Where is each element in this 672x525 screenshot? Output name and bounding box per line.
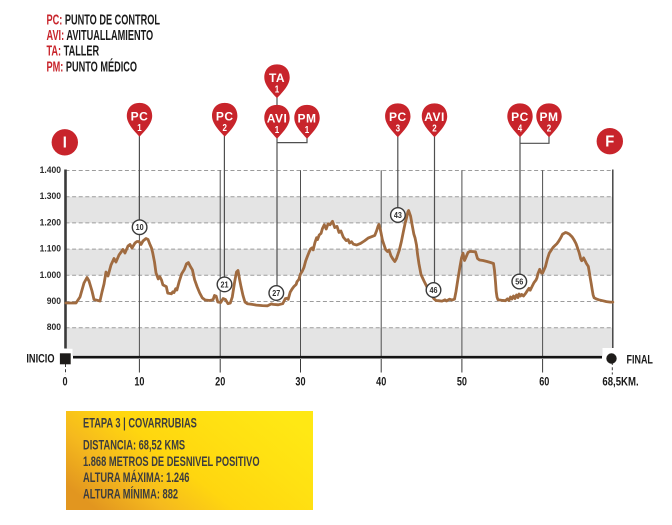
svg-text:PM: PM [540,110,559,124]
svg-text:2: 2 [222,122,226,133]
svg-text:10: 10 [134,375,144,389]
svg-text:AVI: AVI [267,112,288,126]
svg-text:1: 1 [137,122,141,133]
svg-text:1.100: 1.100 [40,243,61,253]
svg-text:2: 2 [432,123,436,134]
svg-text:TA: TALLER: TA: TALLER [47,43,100,60]
svg-text:0: 0 [62,375,67,389]
svg-text:3: 3 [396,123,400,134]
svg-text:56: 56 [515,277,523,286]
svg-text:DISTANCIA: 68,52 KMS: DISTANCIA: 68,52 KMS [83,437,185,453]
svg-text:1.000: 1.000 [40,270,61,280]
svg-text:PM: PM [298,112,317,126]
svg-text:PC: PC [131,110,149,124]
svg-text:FINAL: FINAL [627,353,654,367]
svg-text:50: 50 [457,375,467,389]
svg-text:20: 20 [215,375,225,389]
svg-text:21: 21 [220,280,229,289]
svg-text:900: 900 [47,296,61,306]
svg-text:1.200: 1.200 [40,217,61,227]
svg-text:AVI: AVITUALLAMIENTO: AVI: AVITUALLAMIENTO [47,27,154,44]
svg-text:PC: PC [389,110,407,124]
svg-text:F: F [605,133,614,150]
svg-text:68,5KM.: 68,5KM. [602,376,638,389]
svg-text:1.300: 1.300 [40,191,61,201]
svg-text:1: 1 [305,124,309,135]
svg-text:PC: PC [511,110,529,124]
svg-text:ALTURA MÍNIMA: 882: ALTURA MÍNIMA: 882 [83,484,178,502]
svg-text:ALTURA MÁXIMA: 1.246: ALTURA MÁXIMA: 1.246 [83,468,190,486]
svg-text:1: 1 [275,84,279,95]
svg-text:30: 30 [295,375,305,389]
svg-text:4: 4 [518,123,522,134]
svg-text:PM: PUNTO MÉDICO: PM: PUNTO MÉDICO [47,57,138,75]
svg-text:ETAPA 3 | COVARRUBIAS: ETAPA 3 | COVARRUBIAS [83,415,197,431]
svg-text:2: 2 [547,123,551,134]
svg-text:I: I [63,134,67,151]
svg-text:46: 46 [429,285,437,294]
svg-text:40: 40 [376,375,386,389]
svg-text:AVI: AVI [424,110,445,124]
svg-text:60: 60 [539,375,549,389]
svg-text:1.400: 1.400 [40,165,61,175]
svg-text:INICIO: INICIO [26,352,54,366]
svg-text:PC: PC [216,110,234,124]
svg-text:1.868 METROS DE DESNIVEL POSIT: 1.868 METROS DE DESNIVEL POSITIVO [83,453,260,469]
svg-text:TA: TA [269,71,285,85]
svg-text:800: 800 [47,322,61,332]
svg-text:1: 1 [275,124,279,135]
svg-text:43: 43 [394,211,402,220]
svg-text:PC: PUNTO DE CONTROL: PC: PUNTO DE CONTROL [47,11,161,28]
svg-text:27: 27 [272,288,280,297]
svg-text:10: 10 [136,223,144,232]
